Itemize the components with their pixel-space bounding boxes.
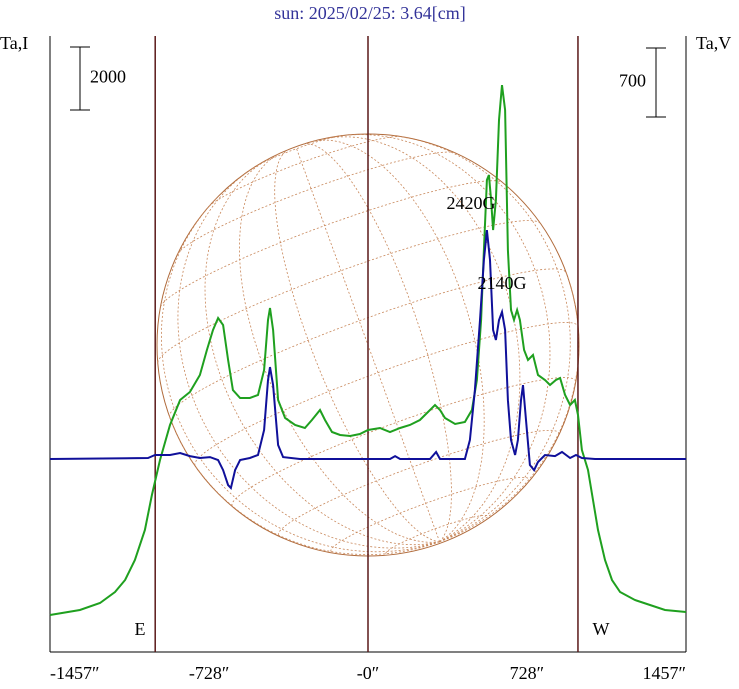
annotation: E <box>135 619 146 639</box>
disk-grid-line <box>239 152 440 543</box>
disk-grid-line <box>385 515 489 554</box>
disk-grid-line <box>169 268 567 418</box>
disk-grid-line <box>252 135 343 169</box>
annotation: W <box>593 619 610 639</box>
disk-grid-line <box>231 377 576 506</box>
x-tick-label: 728″ <box>510 663 545 683</box>
disk-grid-line <box>311 139 485 543</box>
disk-grid-line <box>204 159 440 546</box>
solar-disk <box>156 133 580 557</box>
disk-grid-line <box>325 136 521 543</box>
disk-grid-line <box>342 134 551 543</box>
disk-grid-line <box>177 167 440 549</box>
disk-grid-line <box>330 477 530 552</box>
x-tick-label: -1457″ <box>50 663 100 683</box>
y-axis-label: Ta,I <box>0 33 28 53</box>
series-line <box>49 84 687 616</box>
disk-grid-line <box>277 429 560 536</box>
chart-title: sun: 2025/02/25: 3.64[cm] <box>274 3 466 23</box>
plot-marks <box>49 36 687 652</box>
disk-grid-line <box>274 149 440 543</box>
y2-axis-label: Ta,V <box>696 33 731 53</box>
disk-grid-line <box>169 417 440 556</box>
disk-grid-line <box>208 136 401 207</box>
disk-grid-line <box>160 198 440 553</box>
disk-grid-line <box>194 321 579 466</box>
disk-grid-line <box>160 180 503 307</box>
disk-grid-line <box>303 143 452 543</box>
scale-bar-label: 700 <box>619 71 646 91</box>
x-tick-label: -728″ <box>189 663 230 683</box>
annotation: 2420G <box>447 193 496 213</box>
x-tick-label: -0″ <box>357 663 380 683</box>
annotation: 2140G <box>478 273 527 293</box>
x-tick-label: 1457″ <box>643 663 687 683</box>
scale-bar-label: 2000 <box>90 67 126 87</box>
series-line <box>49 229 686 491</box>
disk-grid-line <box>177 151 455 254</box>
disk-grid-line <box>295 146 440 542</box>
